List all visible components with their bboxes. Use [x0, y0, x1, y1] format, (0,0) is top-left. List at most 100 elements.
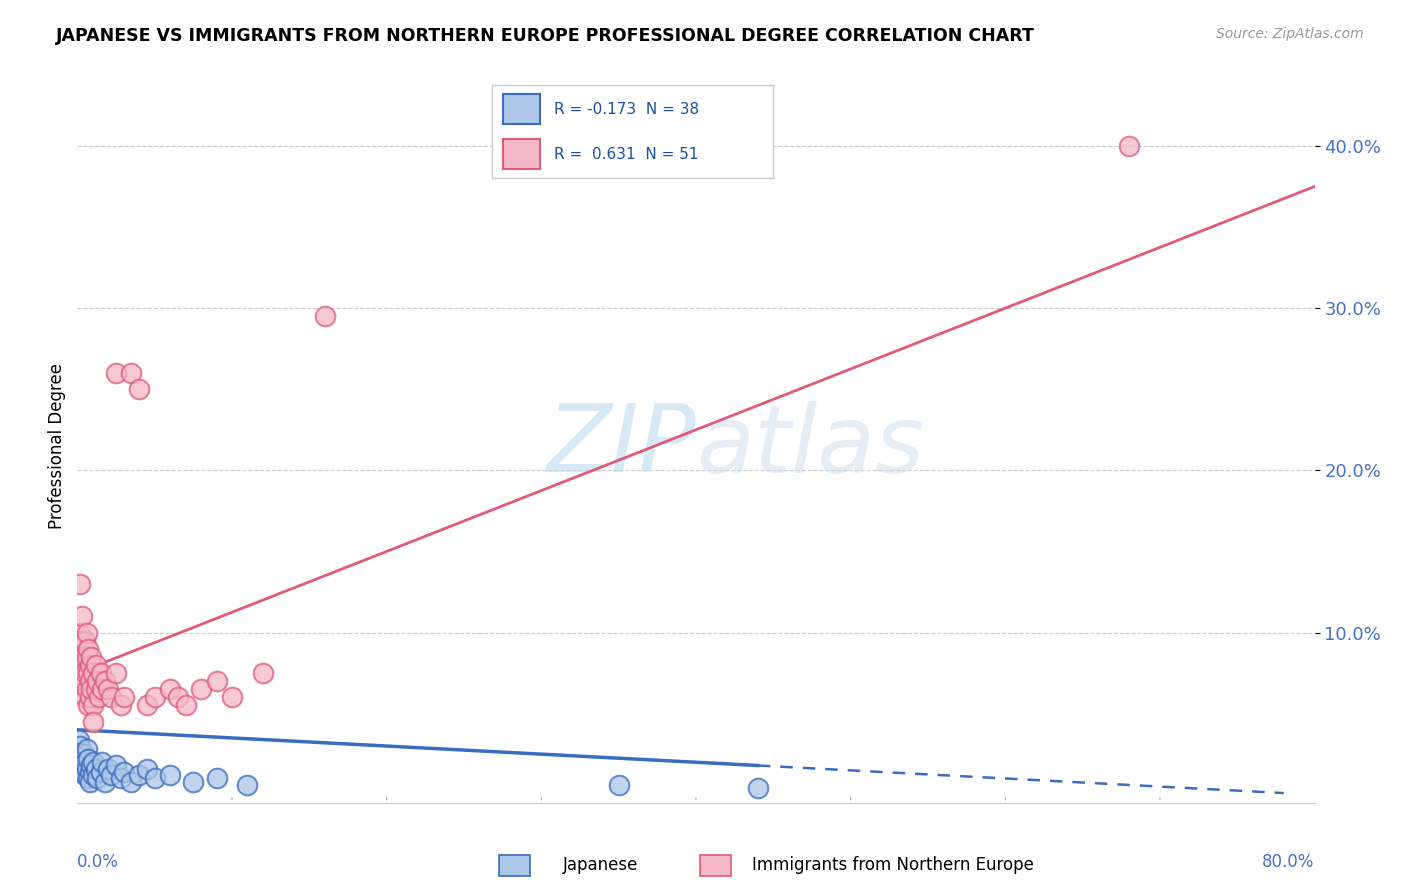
Point — [82, 666, 104, 681]
Point — [136, 762, 159, 776]
Point — [79, 774, 101, 789]
Point — [94, 774, 117, 789]
Point — [75, 666, 96, 681]
Point — [80, 649, 103, 664]
Text: Japanese: Japanese — [562, 856, 638, 874]
Point — [75, 690, 96, 705]
Point — [70, 758, 93, 772]
Point — [72, 674, 94, 689]
Point — [76, 625, 98, 640]
Point — [167, 690, 190, 705]
Point — [183, 774, 205, 789]
Point — [110, 772, 132, 786]
Y-axis label: Professional Degree: Professional Degree — [48, 363, 66, 529]
Point — [159, 682, 181, 697]
Point — [121, 366, 143, 380]
Point — [84, 762, 107, 776]
Point — [82, 714, 104, 729]
Point — [607, 778, 630, 792]
Point — [70, 609, 93, 624]
Text: Immigrants from Northern Europe: Immigrants from Northern Europe — [752, 856, 1033, 874]
Point — [72, 764, 94, 778]
Point — [105, 366, 127, 380]
Point — [70, 633, 93, 648]
Point — [77, 698, 100, 713]
Text: R = -0.173  N = 38: R = -0.173 N = 38 — [554, 102, 699, 117]
Point — [90, 666, 111, 681]
Point — [77, 772, 100, 786]
Point — [143, 690, 166, 705]
Point — [80, 682, 103, 697]
Point — [100, 768, 122, 782]
Point — [100, 690, 122, 705]
Point — [136, 698, 159, 713]
FancyBboxPatch shape — [503, 95, 540, 124]
FancyBboxPatch shape — [503, 139, 540, 169]
Point — [205, 772, 228, 786]
Point — [79, 764, 101, 779]
Point — [143, 772, 166, 786]
Point — [105, 758, 127, 772]
Point — [90, 764, 111, 779]
Point — [69, 577, 91, 591]
Point — [69, 746, 91, 760]
Point — [76, 682, 98, 697]
Point — [82, 698, 104, 713]
Point — [91, 756, 114, 770]
Point — [79, 674, 101, 689]
Point — [190, 682, 212, 697]
Point — [69, 739, 91, 753]
Point — [77, 752, 100, 766]
Point — [221, 690, 243, 705]
Point — [1118, 139, 1140, 153]
Text: JAPANESE VS IMMIGRANTS FROM NORTHERN EUROPE PROFESSIONAL DEGREE CORRELATION CHAR: JAPANESE VS IMMIGRANTS FROM NORTHERN EUR… — [56, 27, 1035, 45]
Point — [97, 682, 120, 697]
Point — [747, 781, 769, 796]
Point — [159, 768, 181, 782]
Point — [82, 756, 104, 770]
Point — [75, 756, 96, 770]
Point — [77, 666, 100, 681]
Point — [86, 772, 108, 786]
Point — [79, 690, 101, 705]
Point — [86, 674, 108, 689]
Point — [82, 768, 104, 782]
Point — [84, 657, 107, 672]
Point — [67, 641, 90, 656]
Point — [75, 633, 96, 648]
Point — [205, 674, 228, 689]
Point — [67, 732, 90, 747]
Point — [314, 310, 336, 324]
Point — [70, 657, 93, 672]
Text: atlas: atlas — [696, 401, 924, 491]
Point — [79, 657, 101, 672]
Point — [70, 752, 93, 766]
Point — [76, 742, 98, 756]
Point — [72, 747, 94, 761]
Point — [72, 649, 94, 664]
Point — [110, 698, 132, 713]
Point — [236, 778, 259, 792]
Text: Source: ZipAtlas.com: Source: ZipAtlas.com — [1216, 27, 1364, 41]
Text: ZIP: ZIP — [547, 401, 696, 491]
Point — [112, 690, 135, 705]
Point — [128, 768, 150, 782]
Point — [84, 682, 107, 697]
Point — [87, 690, 110, 705]
Point — [121, 774, 143, 789]
Text: R =  0.631  N = 51: R = 0.631 N = 51 — [554, 146, 699, 161]
Text: 0.0%: 0.0% — [77, 853, 120, 871]
Point — [75, 768, 96, 782]
Text: 80.0%: 80.0% — [1263, 853, 1315, 871]
Point — [112, 764, 135, 779]
Point — [69, 625, 91, 640]
Point — [174, 698, 197, 713]
Point — [252, 666, 274, 681]
Point — [77, 641, 100, 656]
Point — [128, 382, 150, 396]
Point — [97, 762, 120, 776]
Point — [105, 666, 127, 681]
Point — [94, 674, 117, 689]
Point — [80, 758, 103, 772]
Point — [76, 649, 98, 664]
